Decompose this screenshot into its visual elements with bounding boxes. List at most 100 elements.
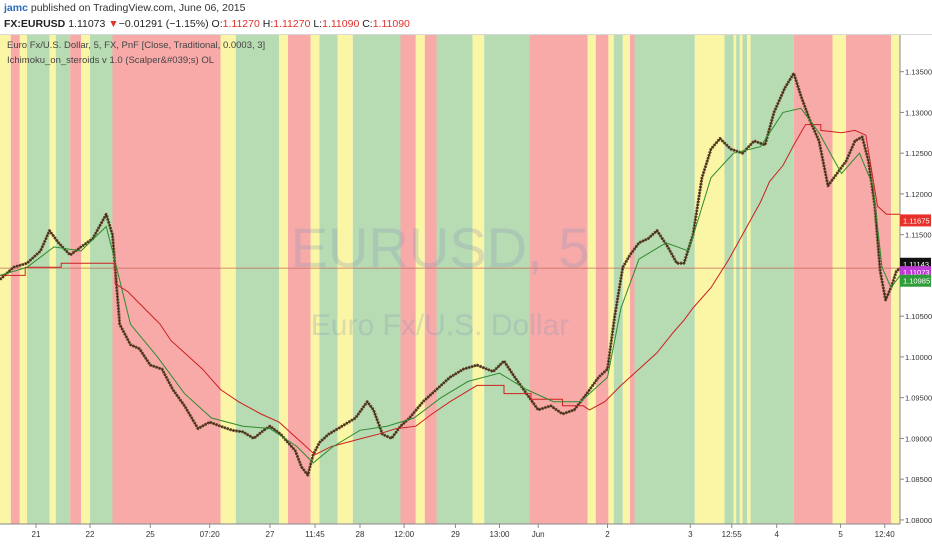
band-green xyxy=(319,35,338,524)
high-value: 1.11270 xyxy=(273,18,311,30)
time-tick-label: 13:00 xyxy=(489,530,510,539)
price-tick-label: 1.13500 xyxy=(905,68,932,77)
band-yellow xyxy=(49,35,56,524)
band-yellow xyxy=(310,35,320,524)
down-arrow-icon: ▼ xyxy=(108,18,119,30)
time-tick-label: 11:45 xyxy=(305,530,325,539)
tenkan-line xyxy=(0,107,901,464)
band-red xyxy=(112,35,221,524)
band-red xyxy=(595,35,609,524)
band-yellow xyxy=(415,35,425,524)
band-green xyxy=(436,35,473,524)
time-tick-label: 4 xyxy=(774,530,779,539)
band-green xyxy=(634,35,695,524)
time-tick-label: 27 xyxy=(266,530,275,539)
band-red xyxy=(529,35,588,524)
price-tick-label: 1.11500 xyxy=(905,231,932,240)
band-green xyxy=(90,35,113,524)
indicator-lines xyxy=(0,71,901,477)
price-label-box xyxy=(900,274,931,287)
band-yellow xyxy=(739,35,743,524)
price-label-text: 1.11073 xyxy=(903,268,930,277)
band-yellow xyxy=(622,35,630,524)
time-tick-label: 12:40 xyxy=(875,530,896,539)
time-tick-label: 07:20 xyxy=(200,530,221,539)
band-yellow xyxy=(747,35,751,524)
change-value: −0.01291 (−1.15%) xyxy=(118,18,209,30)
price-tick-label: 1.08000 xyxy=(905,516,932,525)
open-value: 1.11270 xyxy=(222,18,260,30)
price-label-text: 1.11143 xyxy=(903,260,929,269)
price-line-core xyxy=(0,72,901,477)
band-red xyxy=(424,35,437,524)
price-tick-label: 1.09500 xyxy=(905,394,932,403)
published-text: published on TradingView.com, June 06, 2… xyxy=(30,2,246,14)
author-link[interactable]: jamc xyxy=(4,2,28,14)
band-yellow xyxy=(832,35,846,524)
indicator-legend: Ichimoku_on_steroids v 1.0 (Scalper&#039… xyxy=(7,55,214,66)
time-tick-label: 5 xyxy=(838,530,843,539)
band-yellow xyxy=(220,35,236,524)
last-price: 1.11073 xyxy=(68,18,106,30)
band-yellow xyxy=(279,35,288,524)
time-tick-label: 21 xyxy=(32,530,41,539)
time-tick-label: 12:00 xyxy=(394,530,415,539)
time-axis-bg xyxy=(0,524,900,550)
time-tick-label: Jun xyxy=(532,530,545,539)
price-tick-label: 1.09000 xyxy=(905,434,932,443)
band-red xyxy=(10,35,20,524)
price-tick-label: 1.13000 xyxy=(905,108,932,117)
band-yellow xyxy=(587,35,596,524)
top-info-bar: jamc published on TradingView.com, June … xyxy=(0,0,932,35)
band-yellow xyxy=(891,35,900,524)
publish-line: jamc published on TradingView.com, June … xyxy=(4,2,245,14)
low-label: L: xyxy=(313,18,323,30)
time-tick-label: 3 xyxy=(688,530,693,539)
watermark-symbol: EURUSD, 5 xyxy=(291,216,590,279)
band-red xyxy=(793,35,833,524)
band-yellow xyxy=(733,35,737,524)
close-value: 1.11090 xyxy=(372,18,410,30)
price-label-text: 1.11675 xyxy=(903,216,930,225)
time-axis[interactable]: 21 22 25 07:20 27 11:45 28 12:00 29 13:00 Jun 2 3 12:… xyxy=(0,523,900,550)
close-label: C: xyxy=(362,18,373,30)
high-label: H: xyxy=(262,18,274,30)
price-tick-label: 1.12000 xyxy=(905,190,932,199)
symbol-label[interactable]: FX:EURUSD xyxy=(4,18,66,30)
band-green xyxy=(613,35,623,524)
price-tick-label: 1.10000 xyxy=(905,353,932,362)
band-yellow xyxy=(81,35,90,524)
band-red xyxy=(288,35,311,524)
price-chart[interactable]: EURUSD, 5 Euro Fx/U.S. Dollar 1.135001.1… xyxy=(0,35,932,550)
band-green xyxy=(27,35,50,524)
price-label-box xyxy=(900,214,931,227)
band-green xyxy=(750,35,794,524)
band-yellow xyxy=(472,35,485,524)
band-green xyxy=(55,35,71,524)
price-axis-bg xyxy=(900,35,932,550)
price-axis[interactable]: 1.13500 1.13000 1.12500 1.12000 1.11500 1.110… xyxy=(899,35,932,550)
band-yellow xyxy=(19,35,27,524)
price-tick-label: 1.12500 xyxy=(905,149,932,158)
open-label: O: xyxy=(211,18,223,30)
band-red xyxy=(630,35,635,524)
low-value: 1.11090 xyxy=(322,18,360,30)
watermark: EURUSD, 5 Euro Fx/U.S. Dollar xyxy=(291,216,590,342)
band-red xyxy=(70,35,81,524)
time-tick-label: 12:55 xyxy=(722,530,743,539)
price-label-text: 1.10985 xyxy=(903,277,930,286)
time-tick-label: 2 xyxy=(605,530,610,539)
band-green xyxy=(724,35,734,524)
band-yellow xyxy=(608,35,614,524)
band-red xyxy=(400,35,416,524)
band-red xyxy=(846,35,891,524)
band-green xyxy=(352,35,401,524)
band-green xyxy=(736,35,740,524)
kijun-line xyxy=(0,124,900,456)
time-tick-label: 22 xyxy=(86,530,95,539)
band-green xyxy=(235,35,279,524)
band-yellow xyxy=(694,35,725,524)
band-green xyxy=(484,35,530,524)
watermark-name: Euro Fx/U.S. Dollar xyxy=(311,309,569,342)
